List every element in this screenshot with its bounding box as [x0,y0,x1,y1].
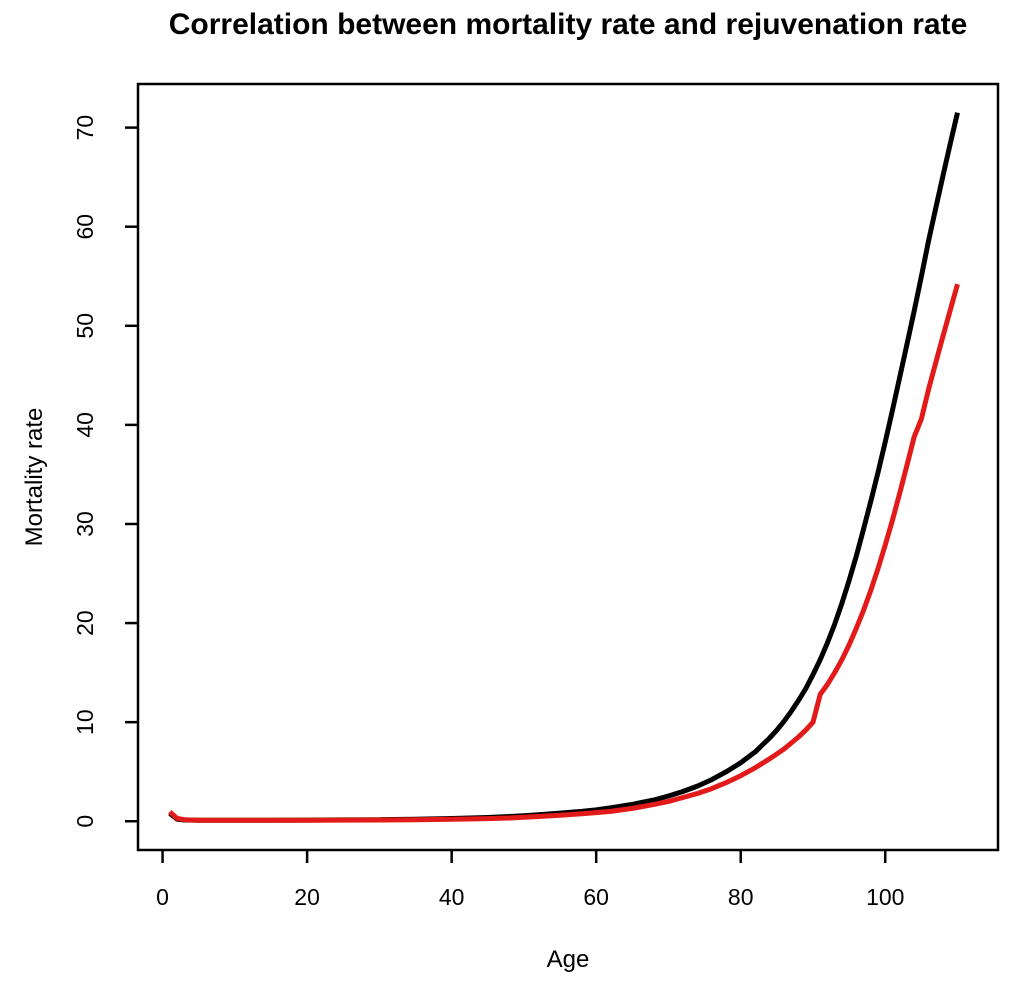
x-tick-label: 80 [728,884,754,910]
x-tick-label: 20 [294,884,320,910]
y-tick-label: 40 [72,412,98,438]
x-tick-label: 60 [583,884,609,910]
y-tick-label: 70 [72,115,98,141]
mortality-rate-rejuvenation-red-curve [168,283,960,823]
x-tick-label: 0 [156,884,169,910]
y-tick-label: 10 [72,709,98,735]
y-tick-label: 20 [72,610,98,636]
y-tick-label: 0 [72,815,98,828]
y-tick-label: 60 [72,214,98,240]
x-tick-label: 40 [439,884,465,910]
y-tick-label: 50 [72,313,98,339]
y-axis-label: Mortality rate [21,407,48,547]
x-tick-label: 100 [866,884,904,910]
x-axis-label: Age [546,946,590,973]
y-tick-label: 30 [72,511,98,537]
chart-title: Correlation between mortality rate and r… [168,8,968,41]
mortality-rate-baseline-black-curve [168,112,960,823]
plot-border [136,82,1000,852]
